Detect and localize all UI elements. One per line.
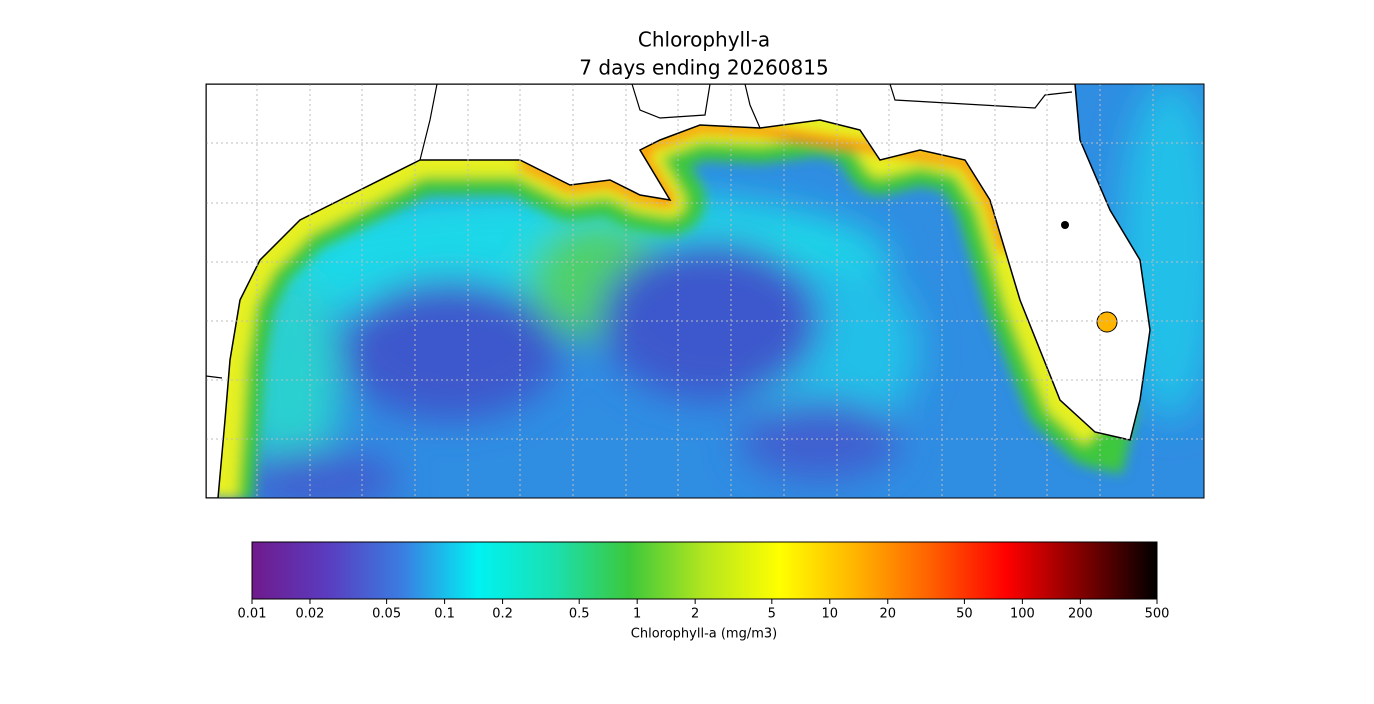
colorbar-tick-label: 500 — [1145, 607, 1170, 622]
colorbar-tick-label: 0.02 — [296, 607, 325, 622]
colorbar-tick-label: 10 — [822, 607, 839, 622]
colorbar-tick-label: 200 — [1068, 607, 1093, 622]
colorbar-tick-label: 0.01 — [238, 607, 267, 622]
lake — [1096, 311, 1118, 333]
colorbar-tick-label: 100 — [1010, 607, 1035, 622]
map-image — [206, 84, 1204, 498]
map-title: Chlorophyll-a — [638, 28, 770, 52]
colorbar-tick-label: 0.05 — [372, 607, 401, 622]
colorbar-tick-label: 50 — [956, 607, 973, 622]
colorbar-tick-label: 2 — [691, 607, 699, 622]
colorbar-tick-label: 0.1 — [434, 607, 455, 622]
colorbar-gradient — [251, 541, 1158, 600]
map-frame — [205, 83, 1205, 499]
colorbar: Chlorophyll-a (mg/m3) 0.01 0.02 0.05 0.1 0.2… — [238, 541, 1170, 642]
graticule — [206, 84, 1204, 498]
colorbar-tick-label: 20 — [879, 607, 896, 622]
colorbar-label: Chlorophyll-a (mg/m3) — [631, 627, 777, 642]
borders — [206, 84, 1073, 379]
map-subtitle: 7 days ending 20260815 — [579, 56, 828, 80]
lake — [1061, 221, 1069, 229]
colorbar-tick-label: 0.2 — [492, 607, 513, 622]
colorbar-tick-label: 1 — [633, 607, 641, 622]
colorbar-tick-label: 0.5 — [569, 607, 590, 622]
colorbar-tick-label: 5 — [768, 607, 776, 622]
